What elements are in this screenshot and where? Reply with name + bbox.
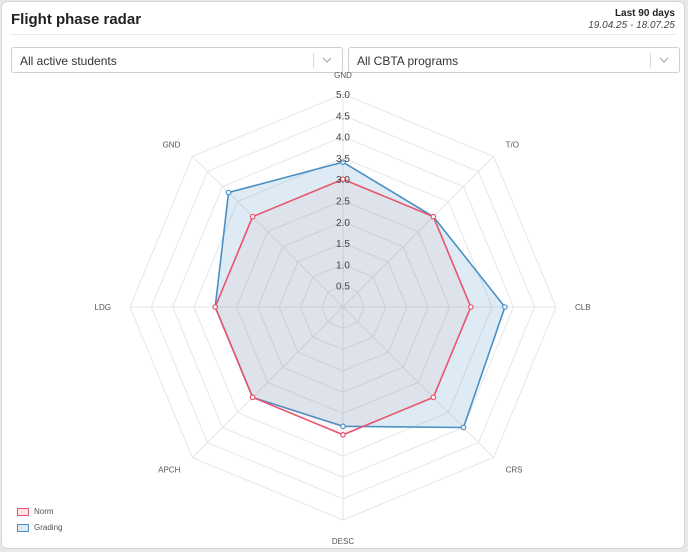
series-norm-point [430,394,437,401]
students-select[interactable]: All active students [11,47,343,73]
series-norm-point [249,394,256,401]
series-grading-point [460,424,467,431]
axis-label: LDG [95,303,111,312]
radial-tick-label: 2.5 [336,197,350,208]
axis-label: CRS [506,466,523,475]
radial-tick-label: 2.0 [336,218,350,229]
programs-select-value: All CBTA programs [357,54,459,68]
period-info: Last 90 days 19.04.25 - 18.07.25 [588,7,675,32]
students-select-value: All active students [20,54,117,68]
axis-label: GND [163,140,181,149]
chevron-down-icon[interactable] [658,53,670,67]
grid-spoke [342,306,494,458]
legend-swatch-norm [17,508,29,516]
grid-spoke [192,306,344,458]
period-range: 19.04.25 - 18.07.25 [588,20,675,31]
legend-swatch-grading [17,524,29,532]
radial-tick-label: 4.0 [336,133,350,144]
programs-select[interactable]: All CBTA programs [348,47,680,73]
series-norm-point [467,304,474,310]
radial-tick-label: 1.0 [336,260,350,271]
series-grading-point [340,423,346,430]
series-norm-point [249,213,256,220]
radial-tick-label: 0.5 [336,282,350,293]
series-grading-point [340,159,346,165]
period-label: Last 90 days [614,8,675,19]
series-grading-point [502,304,508,310]
radial-tick-label: 4.5 [336,111,350,122]
select-separator [650,53,651,68]
grid-spoke [192,156,344,308]
axis-label: CLB [575,303,591,312]
legend-label-norm: Norm [34,507,54,516]
axis-label: GND [334,71,352,80]
header-divider [10,34,676,35]
select-separator [313,53,314,68]
series-norm-point [212,304,219,310]
radial-tick-label: 3.5 [336,154,350,165]
axis-label: DESC [332,537,354,546]
page-title: Flight phase radar [11,11,142,28]
series-norm-point [340,176,346,183]
grid-spoke [342,156,494,308]
legend-label-grading: Grading [34,523,63,532]
axis-label: T/O [506,140,519,149]
chevron-down-icon[interactable] [321,53,333,67]
series-norm-point [340,431,346,438]
radial-tick-label: 5.0 [336,90,350,101]
axis-label: APCH [158,466,180,475]
series-norm-point [430,213,437,220]
series-grading-point [225,189,232,196]
radial-tick-label: 3.0 [336,175,350,186]
radial-tick-label: 1.5 [336,239,350,250]
